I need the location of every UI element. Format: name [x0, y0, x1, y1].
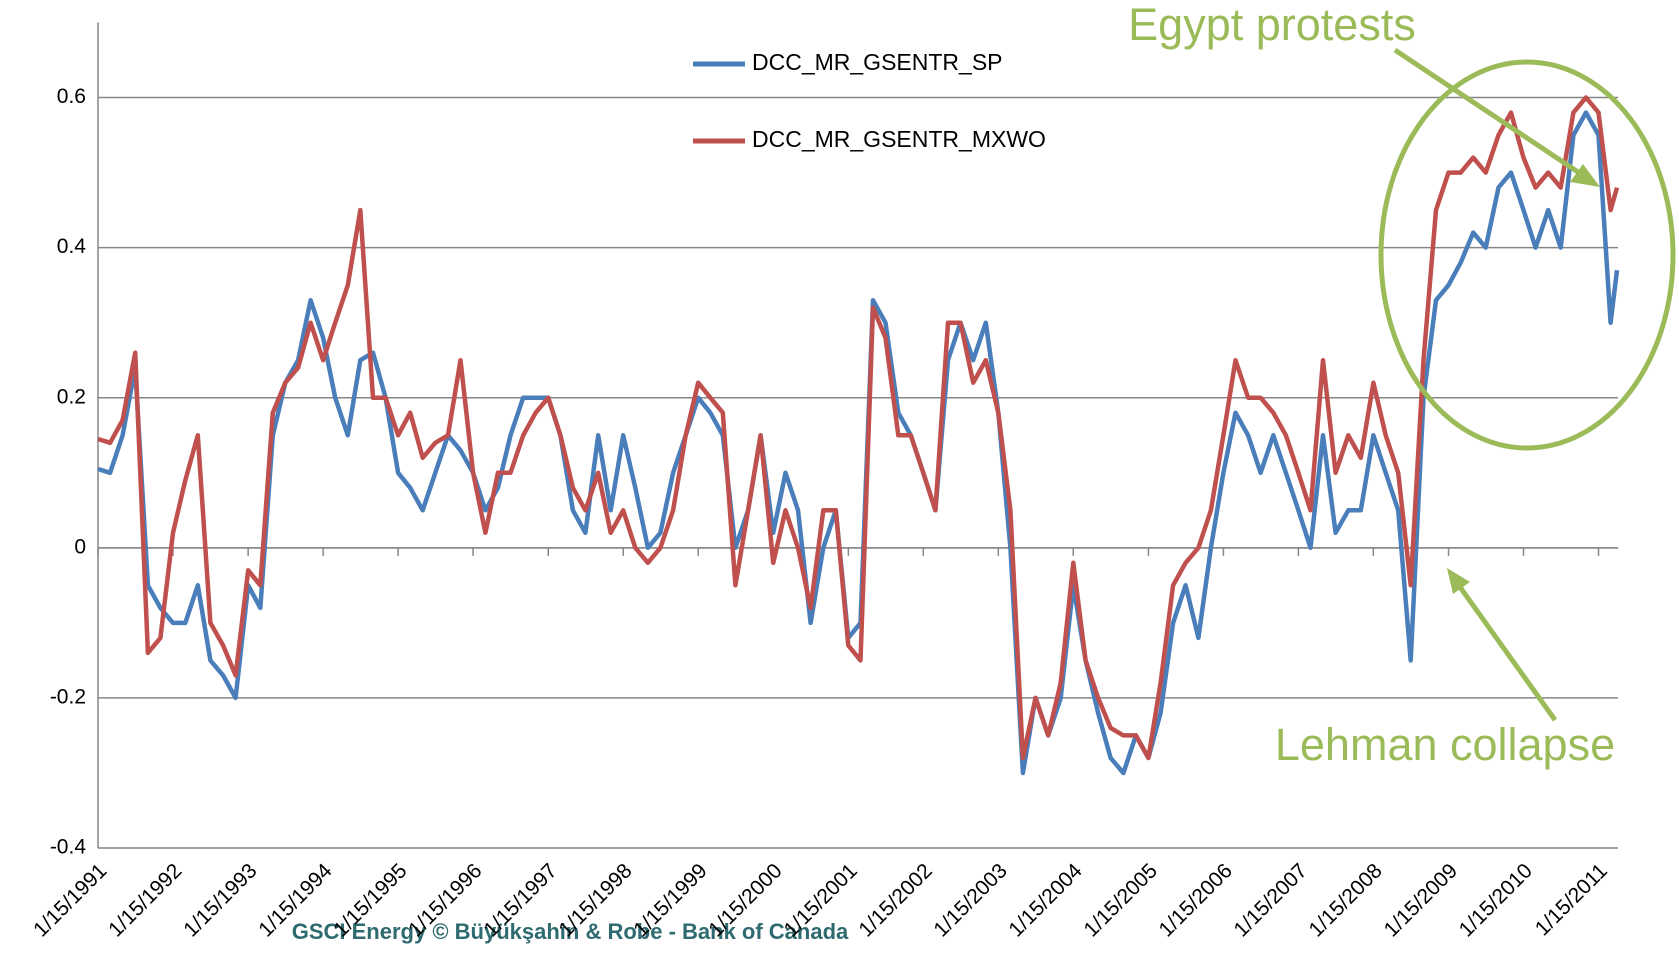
- arrow: [1393, 47, 1592, 183]
- y-tick-label: 0.2: [57, 385, 86, 408]
- arrow: [1452, 578, 1558, 722]
- annotation: Lehman collapse: [1275, 719, 1615, 770]
- annotation: Egypt protests: [1128, 0, 1416, 50]
- x-tick-label: 1/15/2003: [929, 859, 1011, 941]
- y-tick-label: 0: [74, 535, 86, 558]
- arrow-head: [1447, 568, 1470, 594]
- legend-label: DCC_MR_GSENTR_SP: [752, 49, 1003, 75]
- x-tick-label: 1/15/2006: [1155, 859, 1237, 941]
- series-line: [97, 95, 1620, 761]
- x-tick-label: 1/15/2011: [1531, 859, 1612, 940]
- x-tick-label: 1/15/2009: [1380, 859, 1462, 941]
- highlight-ellipse: [1378, 59, 1676, 451]
- footer: GSCI Energy © Büyükşahin & Robe - Bank o…: [292, 919, 849, 944]
- x-tick-label: 1/15/1992: [104, 859, 186, 941]
- annotation-shapes: [1378, 47, 1676, 722]
- x-tick-label: 1/15/2007: [1230, 859, 1312, 941]
- y-tick-label: 0.6: [57, 85, 86, 108]
- x-tick-label: 1/15/2002: [854, 859, 936, 941]
- y-tick-label: -0.4: [50, 836, 87, 859]
- x-tick-label: 1/15/2005: [1080, 859, 1162, 941]
- x-tick-label: 1/15/2004: [1004, 859, 1087, 942]
- legend-label: DCC_MR_GSENTR_MXWO: [752, 126, 1046, 152]
- y-tick-label: 0.4: [57, 235, 87, 258]
- x-tick-label: 1/15/2010: [1455, 859, 1537, 941]
- y-tick-label: -0.2: [50, 685, 86, 708]
- x-tick-label: 1/15/2008: [1304, 859, 1386, 941]
- x-tick-label: 1/15/1993: [179, 859, 261, 941]
- arrow-head: [1570, 164, 1600, 187]
- x-tick-label: 1/15/1991: [29, 859, 111, 941]
